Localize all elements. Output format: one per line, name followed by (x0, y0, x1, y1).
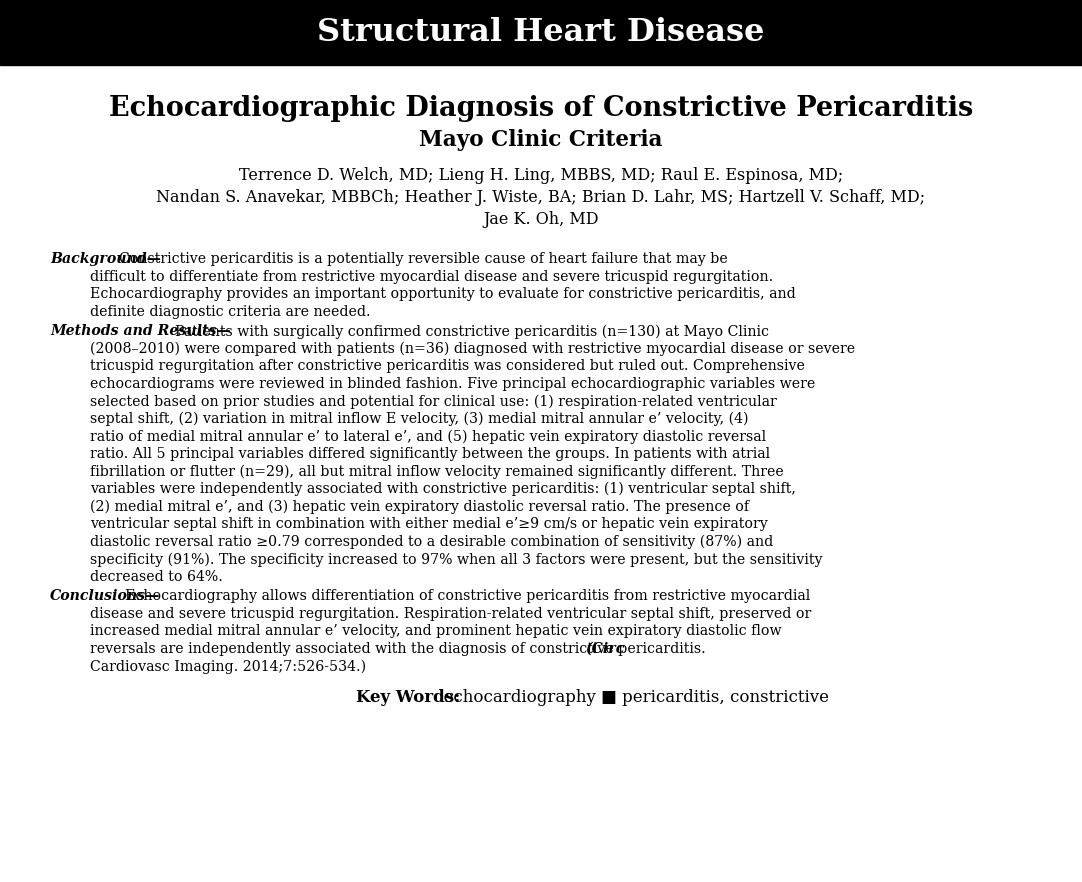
Text: Structural Heart Disease: Structural Heart Disease (317, 17, 765, 48)
Text: septal shift, (2) variation in mitral inflow E velocity, (3) medial mitral annul: septal shift, (2) variation in mitral in… (90, 412, 749, 426)
Text: Methods and Results—: Methods and Results— (50, 325, 230, 338)
Text: Conclusions—: Conclusions— (50, 589, 160, 603)
Text: (2) medial mitral e’, and (3) hepatic vein expiratory diastolic reversal ratio. : (2) medial mitral e’, and (3) hepatic ve… (90, 499, 749, 514)
Text: Terrence D. Welch, MD; Lieng H. Ling, MBBS, MD; Raul E. Espinosa, MD;: Terrence D. Welch, MD; Lieng H. Ling, MB… (239, 168, 843, 184)
Text: difficult to differentiate from restrictive myocardial disease and severe tricus: difficult to differentiate from restrict… (90, 270, 774, 283)
Text: Jae K. Oh, MD: Jae K. Oh, MD (484, 212, 598, 228)
Text: ratio. All 5 principal variables differed significantly between the groups. In p: ratio. All 5 principal variables differe… (90, 447, 770, 461)
Text: echocardiograms were reviewed in blinded fashion. Five principal echocardiograph: echocardiograms were reviewed in blinded… (90, 377, 815, 391)
Text: Echocardiography allows differentiation of constrictive pericarditis from restri: Echocardiography allows differentiation … (126, 589, 810, 603)
Text: specificity (91%). The specificity increased to 97% when all 3 factors were pres: specificity (91%). The specificity incre… (90, 552, 822, 566)
Text: (2008–2010) were compared with patients (n=36) diagnosed with restrictive myocar: (2008–2010) were compared with patients … (90, 341, 855, 356)
Text: Constrictive pericarditis is a potentially reversible cause of heart failure tha: Constrictive pericarditis is a potential… (119, 252, 728, 266)
Text: Nandan S. Anavekar, MBBCh; Heather J. Wiste, BA; Brian D. Lahr, MS; Hartzell V. : Nandan S. Anavekar, MBBCh; Heather J. Wi… (157, 190, 925, 206)
Text: tricuspid regurgitation after constrictive pericarditis was considered but ruled: tricuspid regurgitation after constricti… (90, 359, 805, 373)
Text: Key Words:: Key Words: (356, 689, 460, 706)
Bar (0, 0, 1082, 65)
Text: disease and severe tricuspid regurgitation. Respiration-related ventricular sept: disease and severe tricuspid regurgitati… (90, 607, 812, 621)
Text: echocardiography ■ pericarditis, constrictive: echocardiography ■ pericarditis, constri… (433, 689, 829, 706)
Text: ventricular septal shift in combination with either medial e’≥9 cm/s or hepatic : ventricular septal shift in combination … (90, 517, 768, 531)
Text: Cardiovasc Imaging. 2014;7:526-534.): Cardiovasc Imaging. 2014;7:526-534.) (90, 660, 366, 674)
Text: increased medial mitral annular e’ velocity, and prominent hepatic vein expirato: increased medial mitral annular e’ veloc… (90, 624, 781, 639)
Text: ratio of medial mitral annular e’ to lateral e’, and (5) hepatic vein expiratory: ratio of medial mitral annular e’ to lat… (90, 430, 766, 444)
Text: definite diagnostic criteria are needed.: definite diagnostic criteria are needed. (90, 304, 371, 318)
Text: (Circ: (Circ (584, 642, 624, 656)
Text: Echocardiographic Diagnosis of Constrictive Pericarditis: Echocardiographic Diagnosis of Constrict… (109, 94, 973, 122)
Text: variables were independently associated with constrictive pericarditis: (1) vent: variables were independently associated … (90, 482, 796, 497)
Text: diastolic reversal ratio ≥0.79 corresponded to a desirable combination of sensit: diastolic reversal ratio ≥0.79 correspon… (90, 534, 774, 549)
Text: fibrillation or flutter (n=29), all but mitral inflow velocity remained signific: fibrillation or flutter (n=29), all but … (90, 465, 783, 479)
Text: Patients with surgically confirmed constrictive pericarditis (n=130) at Mayo Cli: Patients with surgically confirmed const… (175, 325, 769, 339)
Text: Echocardiography provides an important opportunity to evaluate for constrictive : Echocardiography provides an important o… (90, 287, 795, 301)
Text: selected based on prior studies and potential for clinical use: (1) respiration-: selected based on prior studies and pote… (90, 394, 777, 408)
Text: decreased to 64%.: decreased to 64%. (90, 570, 223, 584)
Text: reversals are independently associated with the diagnosis of constrictive perica: reversals are independently associated w… (90, 642, 715, 656)
Text: Background—: Background— (50, 252, 161, 266)
Text: Mayo Clinic Criteria: Mayo Clinic Criteria (419, 129, 663, 151)
